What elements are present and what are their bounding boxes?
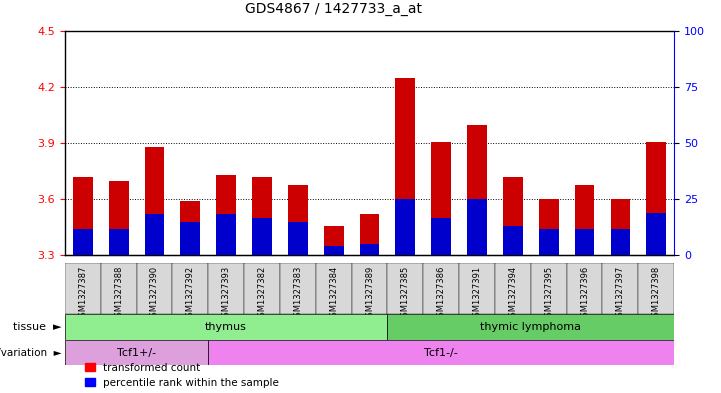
Bar: [101, 263, 136, 314]
Text: GSM1327383: GSM1327383: [293, 266, 302, 322]
Bar: [431, 141, 451, 255]
Text: GSM1327390: GSM1327390: [150, 266, 159, 322]
Bar: [252, 218, 272, 255]
Bar: [531, 263, 567, 314]
Bar: [611, 229, 630, 255]
Text: GSM1327395: GSM1327395: [544, 266, 553, 322]
Text: GSM1327398: GSM1327398: [652, 266, 660, 322]
Text: GDS4867 / 1427733_a_at: GDS4867 / 1427733_a_at: [245, 2, 422, 16]
Text: genotype/variation  ►: genotype/variation ►: [0, 348, 61, 358]
Text: GSM1327388: GSM1327388: [114, 266, 123, 322]
Bar: [324, 226, 343, 255]
Bar: [145, 147, 164, 255]
Text: GSM1327391: GSM1327391: [472, 266, 482, 322]
Bar: [172, 263, 208, 314]
Bar: [324, 246, 343, 255]
Bar: [387, 314, 674, 340]
Bar: [73, 177, 93, 255]
Bar: [316, 263, 352, 314]
Text: Tcf1-/-: Tcf1-/-: [425, 348, 458, 358]
Bar: [431, 218, 451, 255]
Bar: [396, 199, 415, 255]
Bar: [575, 184, 594, 255]
Bar: [109, 229, 128, 255]
Bar: [638, 263, 674, 314]
Bar: [180, 201, 200, 255]
Bar: [208, 340, 674, 365]
Text: GSM1327387: GSM1327387: [79, 266, 87, 322]
Bar: [216, 214, 236, 255]
Text: GSM1327382: GSM1327382: [257, 266, 267, 322]
Bar: [65, 340, 208, 365]
Bar: [539, 199, 559, 255]
Bar: [65, 263, 101, 314]
Bar: [280, 263, 316, 314]
Bar: [423, 263, 459, 314]
Text: GSM1327392: GSM1327392: [186, 266, 195, 322]
Text: GSM1327386: GSM1327386: [437, 266, 446, 322]
Text: GSM1327385: GSM1327385: [401, 266, 410, 322]
Text: thymic lymphoma: thymic lymphoma: [480, 322, 581, 332]
Text: GSM1327393: GSM1327393: [221, 266, 231, 322]
Bar: [387, 263, 423, 314]
Bar: [360, 244, 379, 255]
Bar: [611, 199, 630, 255]
Bar: [567, 263, 603, 314]
Bar: [352, 263, 387, 314]
Bar: [288, 184, 308, 255]
Text: GSM1327384: GSM1327384: [329, 266, 338, 322]
Legend: transformed count, percentile rank within the sample: transformed count, percentile rank withi…: [84, 363, 279, 388]
Bar: [136, 263, 172, 314]
Bar: [109, 181, 128, 255]
Bar: [288, 222, 308, 255]
Bar: [180, 222, 200, 255]
Bar: [252, 177, 272, 255]
Bar: [467, 199, 487, 255]
Bar: [467, 125, 487, 255]
Bar: [503, 226, 523, 255]
Text: GSM1327394: GSM1327394: [508, 266, 518, 322]
Bar: [145, 214, 164, 255]
Text: GSM1327389: GSM1327389: [365, 266, 374, 322]
Bar: [73, 229, 93, 255]
Bar: [646, 141, 666, 255]
Bar: [208, 263, 244, 314]
Bar: [244, 263, 280, 314]
Bar: [459, 263, 495, 314]
Bar: [360, 214, 379, 255]
Bar: [503, 177, 523, 255]
Text: tissue  ►: tissue ►: [13, 322, 61, 332]
Bar: [603, 263, 638, 314]
Bar: [216, 175, 236, 255]
Bar: [539, 229, 559, 255]
Text: GSM1327396: GSM1327396: [580, 266, 589, 322]
Bar: [396, 78, 415, 255]
Bar: [65, 314, 387, 340]
Bar: [575, 229, 594, 255]
Text: thymus: thymus: [205, 322, 247, 332]
Text: GSM1327397: GSM1327397: [616, 266, 625, 322]
Bar: [646, 213, 666, 255]
Bar: [495, 263, 531, 314]
Text: Tcf1+/-: Tcf1+/-: [117, 348, 156, 358]
